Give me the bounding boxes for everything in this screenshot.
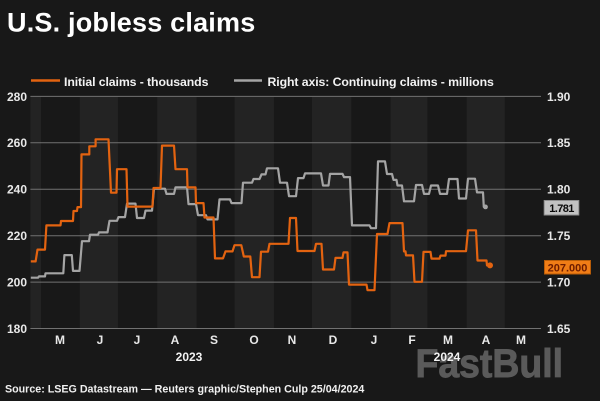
svg-text:F: F xyxy=(408,333,415,347)
svg-text:260: 260 xyxy=(7,136,27,150)
svg-text:1.80: 1.80 xyxy=(547,183,571,197)
svg-text:A: A xyxy=(482,333,491,347)
svg-text:220: 220 xyxy=(7,229,27,243)
svg-text:1.75: 1.75 xyxy=(547,229,571,243)
svg-text:A: A xyxy=(171,333,180,347)
svg-text:M: M xyxy=(55,333,65,347)
svg-text:Initial claims - thousands: Initial claims - thousands xyxy=(64,75,209,89)
svg-text:280: 280 xyxy=(7,90,27,104)
svg-text:N: N xyxy=(288,333,297,347)
svg-text:240: 240 xyxy=(7,183,27,197)
svg-text:2023: 2023 xyxy=(176,350,203,364)
svg-text:207.000: 207.000 xyxy=(548,262,588,274)
svg-text:1.65: 1.65 xyxy=(547,322,571,336)
svg-text:M: M xyxy=(516,333,526,347)
svg-text:200: 200 xyxy=(7,276,27,290)
svg-text:1.781: 1.781 xyxy=(549,203,574,215)
svg-text:J: J xyxy=(371,333,378,347)
svg-text:M: M xyxy=(443,333,453,347)
svg-text:J: J xyxy=(134,333,141,347)
svg-text:FastBull: FastBull xyxy=(416,342,564,386)
svg-text:O: O xyxy=(249,333,258,347)
svg-text:2024: 2024 xyxy=(434,350,461,364)
svg-text:S: S xyxy=(210,333,218,347)
svg-text:J: J xyxy=(97,333,104,347)
svg-text:180: 180 xyxy=(7,322,27,336)
svg-text:Right axis: Continuing claims: Right axis: Continuing claims - millions xyxy=(268,75,495,89)
svg-text:1.85: 1.85 xyxy=(547,136,571,150)
svg-text:U.S. jobless claims: U.S. jobless claims xyxy=(7,7,255,37)
svg-text:D: D xyxy=(329,333,338,347)
svg-text:Source: LSEG Datastream — Reut: Source: LSEG Datastream — Reuters graphi… xyxy=(5,384,364,396)
svg-text:1.70: 1.70 xyxy=(547,276,571,290)
svg-text:1.90: 1.90 xyxy=(547,90,571,104)
